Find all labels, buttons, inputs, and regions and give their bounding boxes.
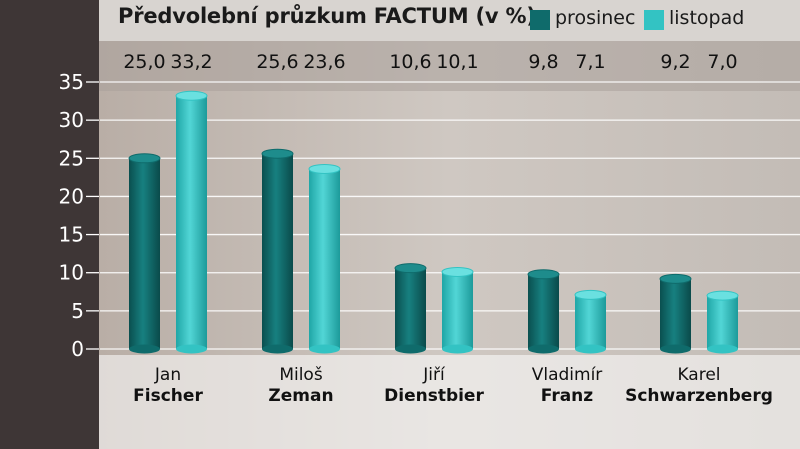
- candidate-first-name: Vladimír: [532, 365, 603, 385]
- bar-base: [395, 344, 426, 354]
- bar-body: [129, 158, 160, 349]
- value-label: 25,0: [123, 51, 165, 73]
- value-label: 10,6: [389, 51, 431, 73]
- bar-top: [659, 273, 692, 284]
- bar-base: [660, 344, 691, 354]
- value-label: 9,8: [528, 51, 558, 73]
- candidate-last-name: Dienstbier: [384, 386, 484, 406]
- candidate-last-name: Schwarzenberg: [625, 386, 773, 406]
- title-bar: [99, 0, 800, 41]
- value-label: 7,1: [575, 51, 605, 73]
- y-tick-label: 10: [59, 261, 84, 285]
- bar-prosinec-3: [527, 269, 560, 354]
- legend-label-listopad: listopad: [669, 7, 745, 29]
- value-label: 23,6: [303, 51, 345, 73]
- bar-base: [528, 344, 559, 354]
- bar-listopad-3: [574, 289, 607, 354]
- bar-prosinec-0: [128, 153, 161, 354]
- bar-body: [309, 168, 340, 349]
- bar-top: [394, 263, 427, 274]
- value-label: 7,0: [707, 51, 737, 73]
- chart-title: Předvolební průzkum FACTUM (v %): [118, 4, 536, 28]
- y-tick-label: 15: [59, 223, 84, 247]
- bar-top: [128, 153, 161, 164]
- legend-swatch-prosinec: [530, 10, 550, 30]
- bar-listopad-0: [175, 90, 208, 354]
- y-axis-ticks: 0 5 10 15 20 25 30 35: [59, 70, 84, 361]
- y-tick-label: 20: [59, 184, 84, 208]
- bar-base: [442, 344, 473, 354]
- candidate-last-name: Zeman: [268, 386, 333, 406]
- y-axis-band: [0, 0, 99, 449]
- bar-base: [129, 344, 160, 354]
- bar-body: [528, 274, 559, 349]
- bar-prosinec-4: [659, 273, 692, 354]
- bars: [128, 90, 739, 354]
- candidate-first-name: Miloš: [279, 365, 323, 385]
- bar-listopad-2: [441, 266, 474, 354]
- bar-base: [176, 344, 207, 354]
- label-band: [99, 355, 800, 449]
- bar-top: [574, 289, 607, 300]
- bar-top: [308, 163, 341, 174]
- bar-base: [707, 344, 738, 354]
- legend-label-prosinec: prosinec: [555, 7, 636, 29]
- y-tick-label: 5: [71, 299, 84, 323]
- y-tick-label: 25: [59, 146, 84, 170]
- candidate-first-name: Jiří: [422, 365, 446, 385]
- y-tick-label: 0: [71, 337, 84, 361]
- value-label: 25,6: [256, 51, 298, 73]
- bar-top: [261, 148, 294, 159]
- bar-body: [262, 153, 293, 349]
- bar-listopad-1: [308, 163, 341, 354]
- bar-prosinec-1: [261, 148, 294, 354]
- value-labels: 25,0 33,2 25,6 23,6 10,6 10,1 9,8 7,1 9,2 7,0: [123, 51, 737, 73]
- y-tick-label: 30: [59, 108, 84, 132]
- y-tick-label: 35: [59, 70, 84, 94]
- bar-base: [575, 344, 606, 354]
- value-label: 10,1: [436, 51, 478, 73]
- legend-swatch-listopad: [644, 10, 664, 30]
- bar-body: [660, 278, 691, 349]
- bar-top: [441, 266, 474, 277]
- candidate-first-name: Jan: [154, 365, 181, 385]
- bar-body: [442, 271, 473, 349]
- bar-top: [527, 269, 560, 280]
- value-label: 33,2: [170, 51, 212, 73]
- bar-listopad-4: [706, 290, 739, 354]
- bar-top: [175, 90, 208, 101]
- candidate-last-name: Franz: [541, 386, 593, 406]
- bar-body: [575, 294, 606, 349]
- bar-top: [706, 290, 739, 301]
- photo-top-band: [99, 41, 800, 91]
- value-label: 9,2: [660, 51, 690, 73]
- bar-base: [262, 344, 293, 354]
- bar-body: [707, 295, 738, 349]
- bar-body: [395, 268, 426, 349]
- bar-prosinec-2: [394, 263, 427, 354]
- candidate-last-name: Fischer: [133, 386, 203, 406]
- candidate-first-name: Karel: [677, 365, 720, 385]
- bar-body: [176, 95, 207, 349]
- bar-base: [309, 344, 340, 354]
